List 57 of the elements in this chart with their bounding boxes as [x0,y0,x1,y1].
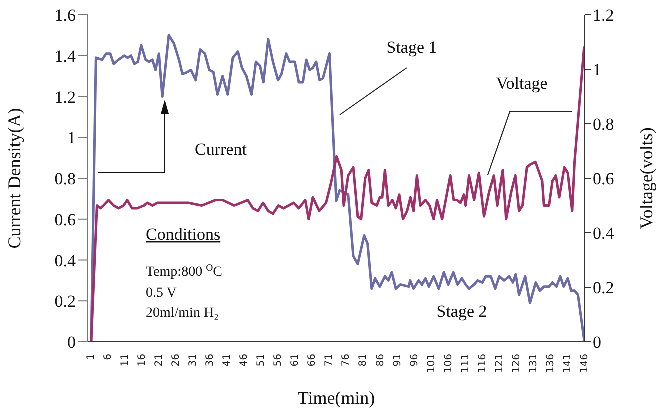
annotation: Stage 1 [386,38,438,57]
x-tick-label: 71 [324,354,336,367]
x-axis-title: Time(min) [298,388,376,408]
x-tick-label: 61 [290,354,302,367]
x-tick-label: 86 [375,354,386,367]
y2-tick-label: 1.2 [593,6,614,26]
x-tick-label: 36 [205,354,216,367]
annotation: Stage 2 [436,302,488,321]
x-tick-label: 1 [86,354,97,360]
annotation: Current [195,140,248,159]
x-tick-label: 101 [426,354,438,374]
y-tick-label: 0.4 [54,251,76,270]
x-tick-label: 81 [358,354,370,367]
x-tick-label: 141 [562,354,574,374]
x-tick-label: 91 [392,354,404,367]
y-tick-label: 1.4 [54,46,76,66]
y-tick-label: 1.2 [54,88,76,107]
x-tick-label: 146 [580,354,590,374]
annotation: 0.5 V [146,286,177,301]
x-tick-label: 51 [256,354,268,367]
y-axis-title: Current Density(A) [4,108,24,249]
x-tick-label: 41 [222,354,234,367]
x-tick-label: 76 [341,354,352,367]
x-tick-label: 56 [273,354,284,367]
y2-tick-label: 0 [593,333,602,352]
x-tick-label: 16 [136,354,148,367]
annotation: Temp:800 $^{O}$C [146,262,222,280]
x-tick-label: 126 [511,354,522,374]
y2-axis-title: Voltage(volts) [636,128,656,230]
annotation: Voltage [496,74,548,93]
x-tick-label: 106 [443,354,454,374]
y-tick-label: 1 [68,128,76,148]
x-tick-label: 6 [102,354,114,360]
x-tick-label: 111 [460,354,472,374]
x-tick-label: 26 [171,354,182,367]
x-tick-label: 136 [545,354,556,374]
y-tick-label: 0.8 [54,170,76,189]
x-tick-label: 21 [154,354,165,367]
y-tick-label: 0.6 [54,210,76,230]
y2-tick-label: 0.6 [593,170,614,189]
annotation: Conditions [146,225,221,244]
y-tick-label: 1.6 [54,6,76,26]
x-tick-label: 131 [528,354,540,374]
x-tick-label: 31 [188,354,200,367]
y2-tick-label: 0.4 [593,224,615,244]
x-tick-label: 96 [409,354,420,367]
x-tick-label: 11 [120,354,131,367]
x-tick-label: 46 [239,354,250,367]
y2-tick-label: 1 [593,60,602,80]
annotation: 20ml/min H₂ [146,306,220,321]
x-tick-label: 121 [494,354,506,374]
y-tick-label: 0 [68,333,76,352]
y2-tick-label: 0.2 [593,278,614,298]
y-tick-label: 0.2 [54,292,76,312]
x-tick-label: 116 [477,354,488,374]
x-tick-label: 66 [307,354,318,367]
y2-tick-label: 0.8 [593,115,614,134]
